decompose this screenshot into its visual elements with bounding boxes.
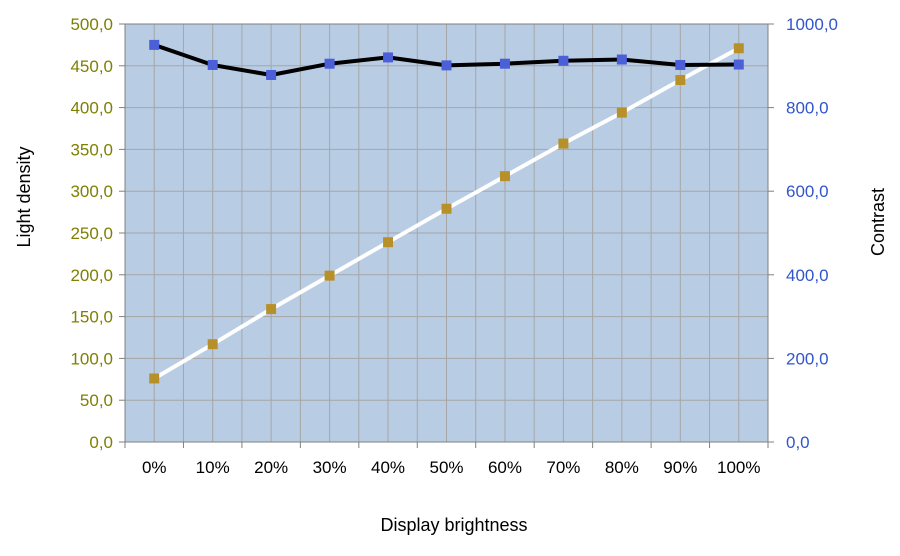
right-tick-label: 0,0 <box>786 433 810 452</box>
y-axis-left-title: Light density <box>14 146 34 247</box>
x-tick-label: 90% <box>663 458 697 477</box>
left-tick-label: 250,0 <box>70 224 113 243</box>
x-tick-label: 20% <box>254 458 288 477</box>
x-tick-label: 80% <box>605 458 639 477</box>
right-tick-label: 400,0 <box>786 266 829 285</box>
light-density-point <box>266 304 277 315</box>
contrast-point <box>733 59 744 70</box>
light-density-point <box>616 107 627 118</box>
x-tick-label: 0% <box>142 458 167 477</box>
contrast-point <box>149 39 160 50</box>
x-tick-label: 60% <box>488 458 522 477</box>
left-tick-label: 0,0 <box>89 433 113 452</box>
x-axis-ticks: 0% 10% 20% 30% 40% 50% 60% 70% 80% 90% 100% <box>124 442 769 477</box>
light-density-point <box>441 203 452 214</box>
contrast-point <box>441 60 452 71</box>
left-tick-label: 100,0 <box>70 349 113 368</box>
left-tick-label: 150,0 <box>70 308 113 327</box>
light-density-point <box>733 43 744 54</box>
right-tick-label: 600,0 <box>786 182 829 201</box>
light-density-point <box>149 373 160 384</box>
right-axis-ticks: 0,0 200,0 400,0 600,0 800,0 1000,0 <box>768 15 838 452</box>
contrast-point <box>383 52 394 63</box>
contrast-point <box>324 58 335 69</box>
right-tick-label: 1000,0 <box>786 15 838 34</box>
contrast-point <box>675 59 686 70</box>
x-tick-label: 70% <box>546 458 580 477</box>
left-tick-label: 500,0 <box>70 15 113 34</box>
light-density-point <box>675 75 686 86</box>
x-tick-label: 40% <box>371 458 405 477</box>
left-tick-label: 450,0 <box>70 57 113 76</box>
right-tick-label: 800,0 <box>786 99 829 118</box>
right-tick-label: 200,0 <box>786 349 829 368</box>
contrast-point <box>558 55 569 66</box>
light-density-point <box>499 171 510 182</box>
left-tick-label: 50,0 <box>80 391 113 410</box>
contrast-point <box>266 69 277 80</box>
light-density-point <box>207 339 218 350</box>
y-axis-right-title: Contrast <box>868 188 888 256</box>
left-axis-ticks: 0,0 50,0 100,0 150,0 200,0 250,0 300,0 350,0 400… <box>70 15 125 452</box>
left-tick-label: 400,0 <box>70 99 113 118</box>
x-tick-label: 30% <box>313 458 347 477</box>
contrast-point <box>499 58 510 69</box>
x-tick-label: 100% <box>717 458 760 477</box>
x-tick-label: 50% <box>429 458 463 477</box>
light-density-point <box>558 138 569 149</box>
left-tick-label: 200,0 <box>70 266 113 285</box>
x-tick-label: 10% <box>196 458 230 477</box>
contrast-point <box>207 59 218 70</box>
left-tick-label: 300,0 <box>70 182 113 201</box>
x-axis-title: Display brightness <box>380 515 527 535</box>
light-density-point <box>324 270 335 281</box>
light-density-point <box>383 237 394 248</box>
left-tick-label: 350,0 <box>70 140 113 159</box>
contrast-point <box>616 54 627 65</box>
series-layer <box>149 39 744 384</box>
